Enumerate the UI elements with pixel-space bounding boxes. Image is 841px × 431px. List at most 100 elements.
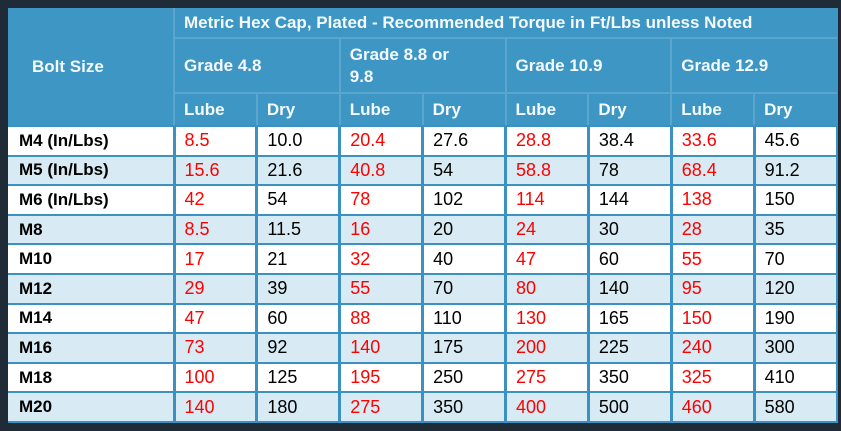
torque-value-cell: 95 <box>669 272 756 305</box>
torque-value-cell: 21.6 <box>255 154 342 187</box>
torque-value-cell: 92 <box>255 332 342 364</box>
torque-value-cell: 70 <box>421 272 507 305</box>
torque-value-cell: 39 <box>255 272 342 305</box>
table-header: Bolt Size Metric Hex Cap, Plated - Recom… <box>8 8 837 127</box>
bolt-size-cell: M5 (In/Lbs) <box>8 154 176 187</box>
table-row: M18 100 125 195 250 275 350 325 410 <box>8 361 838 394</box>
torque-value-cell: 114 <box>504 184 590 216</box>
bolt-size-cell: M12 <box>8 272 176 305</box>
table-title: Metric Hex Cap, Plated - Recommended Tor… <box>173 8 837 39</box>
torque-value-cell: 78 <box>338 184 425 216</box>
bolt-size-cell: M8 <box>8 213 176 246</box>
torque-value-cell: 460 <box>669 391 756 423</box>
torque-value-cell: 47 <box>504 243 590 275</box>
torque-value-cell: 60 <box>255 302 342 335</box>
torque-value-cell: 73 <box>172 332 259 364</box>
torque-value-cell: 350 <box>586 361 673 394</box>
torque-value-cell: 140 <box>172 391 259 423</box>
torque-value-cell: 110 <box>421 302 507 335</box>
torque-value-cell: 190 <box>752 302 838 335</box>
bolt-size-cell: M14 <box>8 302 176 335</box>
subheader-dry: Dry <box>587 92 673 127</box>
torque-value-cell: 29 <box>172 272 259 305</box>
torque-value-cell: 102 <box>421 184 507 216</box>
table-row: M16 73 92 140 175 200 225 240 300 <box>8 332 838 364</box>
table-row: M20 140 180 275 350 400 500 460 580 <box>8 391 838 423</box>
torque-value-cell: 140 <box>338 332 425 364</box>
table-row: M12 29 39 55 70 80 140 95 120 <box>8 272 838 305</box>
table-row: M6 (In/Lbs) 42 54 78 102 114 144 138 150 <box>8 184 838 216</box>
torque-value-cell: 40 <box>421 243 507 275</box>
torque-value-cell: 350 <box>421 391 507 423</box>
bolt-size-header: Bolt Size <box>8 8 175 126</box>
torque-value-cell: 80 <box>504 272 590 305</box>
torque-value-cell: 400 <box>504 391 590 423</box>
torque-value-cell: 8.5 <box>172 213 259 246</box>
subheader-lube: Lube <box>504 92 590 127</box>
torque-value-cell: 32 <box>338 243 425 275</box>
torque-value-cell: 15.6 <box>172 154 259 187</box>
torque-value-cell: 20.4 <box>338 125 425 157</box>
torque-value-cell: 45.6 <box>752 125 838 157</box>
torque-value-cell: 60 <box>586 243 673 275</box>
torque-value-cell: 58.8 <box>504 154 590 187</box>
torque-value-cell: 410 <box>752 361 838 394</box>
torque-value-cell: 100 <box>172 361 259 394</box>
torque-value-cell: 8.5 <box>172 125 259 157</box>
torque-value-cell: 24 <box>504 213 590 246</box>
torque-value-cell: 47 <box>172 302 259 335</box>
torque-value-cell: 144 <box>586 184 673 216</box>
torque-value-cell: 33.6 <box>669 125 756 157</box>
torque-value-cell: 35 <box>752 213 838 246</box>
subheader-dry: Dry <box>753 92 837 127</box>
bolt-size-cell: M18 <box>8 361 176 394</box>
table-row: M5 (In/Lbs) 15.6 21.6 40.8 54 58.8 78 68… <box>8 154 838 187</box>
subheader-dry: Dry <box>421 92 507 127</box>
bolt-size-cell: M4 (In/Lbs) <box>8 125 176 157</box>
torque-value-cell: 55 <box>669 243 756 275</box>
torque-value-cell: 28 <box>669 213 756 246</box>
torque-value-cell: 120 <box>752 272 838 305</box>
torque-value-cell: 180 <box>255 391 342 423</box>
torque-value-cell: 78 <box>586 154 673 187</box>
torque-value-cell: 500 <box>586 391 673 423</box>
torque-value-cell: 91.2 <box>752 154 838 187</box>
bolt-size-cell: M10 <box>8 243 176 275</box>
grade-4-8-header: Grade 4.8 <box>173 37 341 94</box>
torque-value-cell: 240 <box>669 332 756 364</box>
title-row: Bolt Size Metric Hex Cap, Plated - Recom… <box>8 8 837 126</box>
grade-10-9-header: Grade 10.9 <box>504 37 673 94</box>
grade-header-row: Grade 4.8 Grade 8.8 or 9.8 Grade 10.9 Gr… <box>8 37 837 94</box>
lube-dry-header-row: Lube Dry Lube Dry Lube Dry Lube Dry <box>8 92 837 127</box>
subheader-lube: Lube <box>670 92 756 127</box>
grade-8-8-9-8-header: Grade 8.8 or 9.8 <box>338 37 507 94</box>
grade-12-9-header: Grade 12.9 <box>670 37 837 94</box>
torque-value-cell: 300 <box>752 332 838 364</box>
bolt-size-cell: M6 (In/Lbs) <box>8 184 176 216</box>
torque-value-cell: 28.8 <box>504 125 590 157</box>
bolt-size-cell: M20 <box>8 391 176 423</box>
torque-value-cell: 55 <box>338 272 425 305</box>
torque-value-cell: 150 <box>752 184 838 216</box>
subheader-lube: Lube <box>338 92 424 127</box>
torque-value-cell: 150 <box>669 302 756 335</box>
subheader-lube: Lube <box>173 92 258 127</box>
torque-value-cell: 200 <box>504 332 590 364</box>
table-body: M4 (In/Lbs) 8.5 10.0 20.4 27.6 28.8 38.4… <box>8 125 838 423</box>
bolt-size-cell: M16 <box>8 332 176 364</box>
torque-value-cell: 275 <box>338 391 425 423</box>
torque-value-cell: 30 <box>586 213 673 246</box>
torque-value-cell: 140 <box>586 272 673 305</box>
torque-value-cell: 325 <box>669 361 756 394</box>
torque-value-cell: 42 <box>172 184 259 216</box>
torque-value-cell: 21 <box>255 243 342 275</box>
torque-value-cell: 70 <box>752 243 838 275</box>
torque-table: Bolt Size Metric Hex Cap, Plated - Recom… <box>8 8 838 423</box>
torque-value-cell: 11.5 <box>255 213 342 246</box>
torque-value-cell: 580 <box>752 391 838 423</box>
table-row: M10 17 21 32 40 47 60 55 70 <box>8 243 838 275</box>
torque-value-cell: 27.6 <box>421 125 507 157</box>
table-row: M4 (In/Lbs) 8.5 10.0 20.4 27.6 28.8 38.4… <box>8 125 838 157</box>
torque-value-cell: 275 <box>504 361 590 394</box>
